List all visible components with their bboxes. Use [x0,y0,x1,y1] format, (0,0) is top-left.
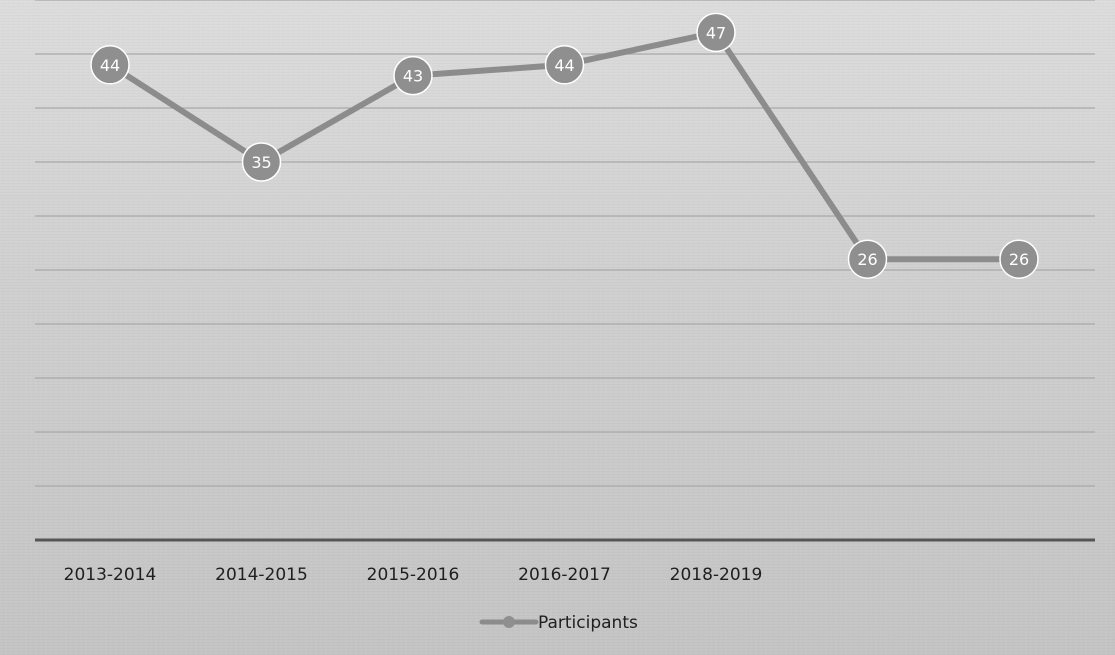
x-tick-label: 2015-2016 [367,565,460,585]
data-label: 26 [857,250,877,269]
data-label: 44 [554,56,574,75]
data-label: 26 [1009,250,1029,269]
data-point-marker [393,55,433,96]
data-point-marker [241,142,282,182]
data-label: 43 [403,67,423,86]
data-point: 35 [241,142,282,182]
x-tick-label: 2014-2015 [215,565,308,585]
legend: Participants [479,613,638,633]
x-tick-label: 2016-2017 [518,565,611,585]
data-label: 35 [251,153,271,172]
data-point: 47 [696,12,736,53]
data-point-marker [847,239,888,279]
data-point-marker [696,12,736,53]
legend-marker-swatch [503,616,515,628]
data-point-marker [90,45,130,85]
data-point: 43 [393,55,433,96]
data-point: 26 [999,239,1039,279]
data-point-marker [999,239,1039,279]
x-tick-label: 2013-2014 [64,565,157,585]
data-label: 44 [100,56,120,75]
data-point: 26 [847,239,888,279]
data-point: 44 [544,45,585,85]
data-point: 44 [90,45,130,85]
x-tick-label: 2018-2019 [670,565,763,585]
legend-label-participants: Participants [538,613,638,633]
data-point-marker [544,45,585,85]
data-label: 47 [706,23,726,42]
data-points: 44 35 43 44 47 26 26 [90,12,1039,279]
x-tick-labels: 2013-2014 2014-2015 2015-2016 2016-2017 2018… [64,565,763,585]
